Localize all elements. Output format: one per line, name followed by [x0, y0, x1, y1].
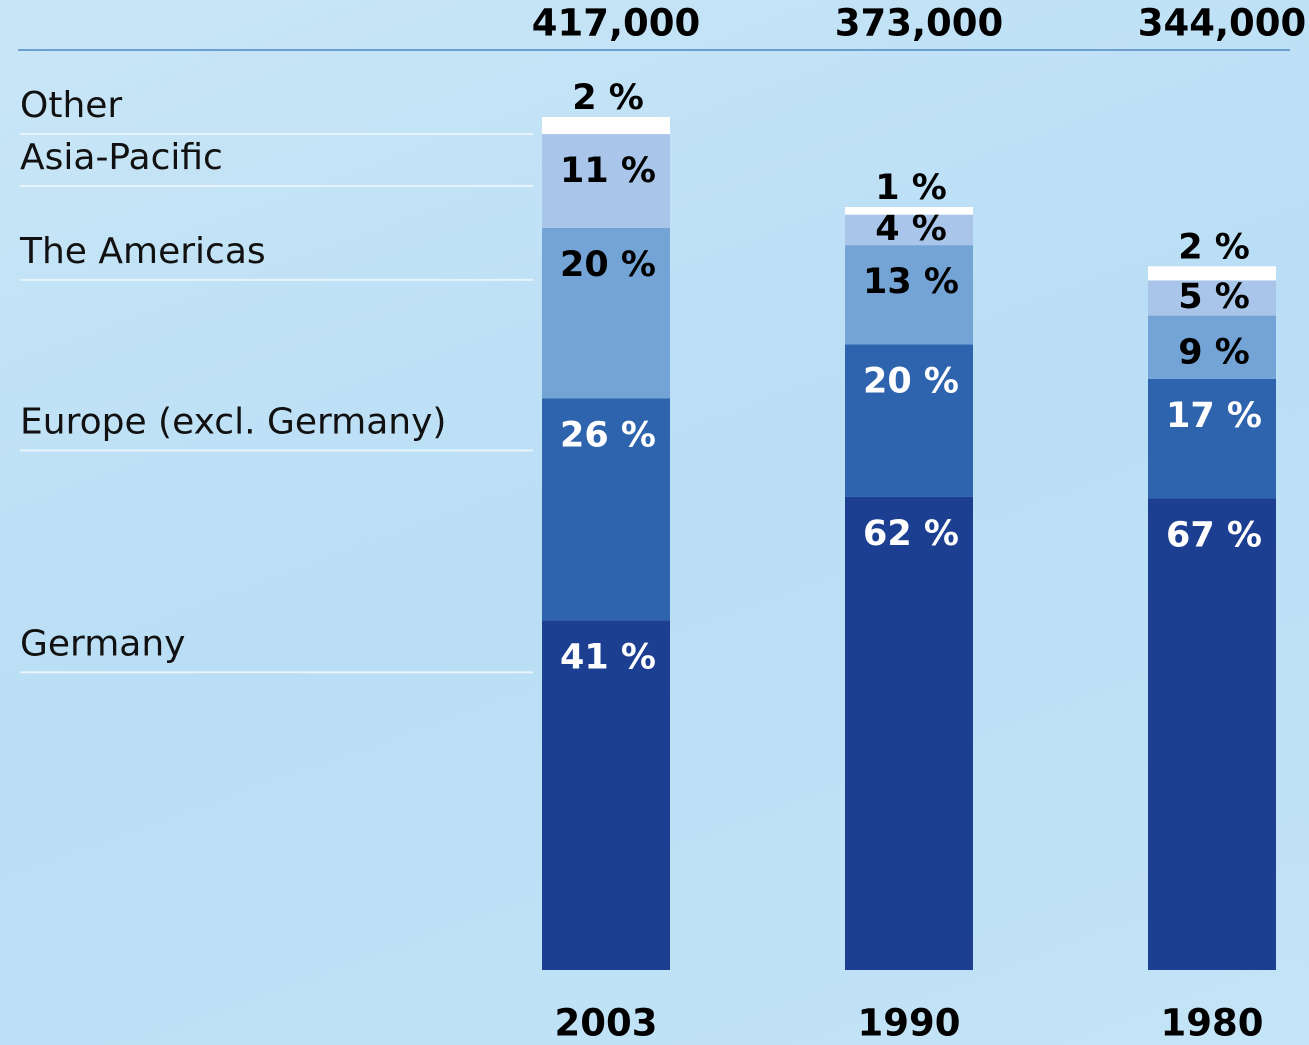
value-label: 9 %	[1178, 333, 1250, 373]
legend-label: Europe (excl. Germany)	[20, 401, 446, 442]
legend-label: Germany	[20, 623, 185, 664]
total-label: 417,000	[532, 2, 701, 45]
bar-segment	[542, 117, 670, 135]
bar-segment	[1148, 266, 1276, 281]
bar-segment	[845, 496, 973, 970]
bar-segment	[845, 245, 973, 345]
value-label: 1 %	[875, 168, 947, 208]
value-label: 2 %	[572, 78, 644, 118]
bar-segment	[542, 398, 670, 621]
x-tick-label: 1990	[858, 1002, 961, 1045]
legend-label: Other	[20, 85, 122, 126]
bar-segment	[542, 620, 670, 970]
x-tick-label: 2003	[555, 1002, 658, 1045]
value-label: 62 %	[863, 514, 959, 554]
bar-segment	[542, 134, 670, 228]
legend-label: The Americas	[19, 231, 266, 272]
value-label: 41 %	[560, 637, 656, 677]
bar-segment	[845, 344, 973, 497]
value-label: 20 %	[560, 245, 656, 285]
bar-segment	[845, 207, 973, 215]
bar-segment	[1148, 498, 1276, 970]
x-tick-label: 1980	[1161, 1002, 1264, 1045]
value-label: 11 %	[560, 151, 656, 191]
bar-segment	[845, 214, 973, 246]
value-label: 17 %	[1166, 396, 1262, 436]
legend-label: Asia-Pacific	[20, 137, 223, 178]
bar-segment	[1148, 280, 1276, 316]
value-label: 2 %	[1178, 227, 1250, 267]
value-label: 13 %	[863, 262, 959, 302]
value-label: 4 %	[875, 209, 947, 249]
total-label: 344,000	[1138, 2, 1307, 45]
value-label: 20 %	[863, 361, 959, 401]
bar-segment	[1148, 378, 1276, 499]
value-label: 5 %	[1178, 277, 1250, 317]
bar-segment	[542, 227, 670, 399]
total-label: 373,000	[835, 2, 1004, 45]
bar-segment	[1148, 315, 1276, 379]
value-label: 26 %	[560, 415, 656, 455]
value-label: 67 %	[1166, 516, 1262, 556]
